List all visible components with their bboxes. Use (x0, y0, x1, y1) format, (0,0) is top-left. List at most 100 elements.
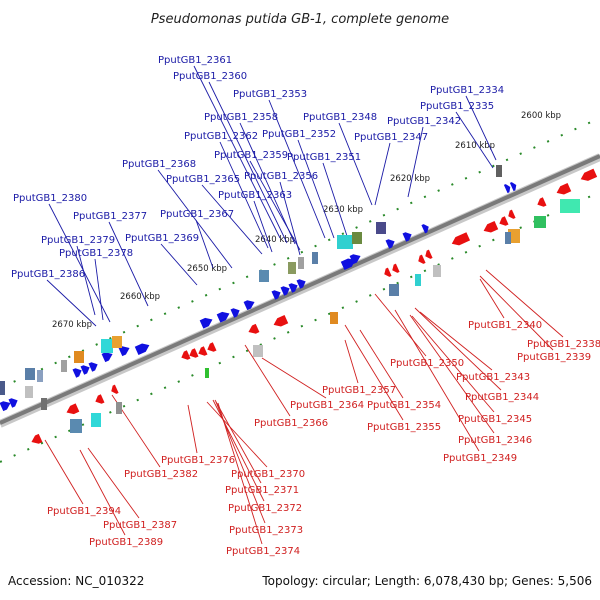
reverse-gene-label[interactable]: PputGB1_2344 (465, 392, 539, 403)
feature-box[interactable] (389, 284, 399, 296)
forward-gene-label[interactable]: PputGB1_2369 (125, 233, 199, 244)
reverse-gene-label[interactable]: PputGB1_2340 (468, 320, 542, 331)
reverse-gene-label[interactable]: PputGB1_2374 (226, 546, 300, 557)
reverse-gene-label[interactable]: PputGB1_2387 (103, 520, 177, 531)
reverse-gene-arrow[interactable] (206, 342, 217, 353)
forward-gene-label[interactable]: PputGB1_2353 (233, 89, 307, 100)
forward-gene-arrow[interactable] (349, 252, 363, 265)
feature-box[interactable] (0, 381, 5, 395)
forward-gene-arrow[interactable] (230, 306, 242, 318)
forward-gene-arrow[interactable] (288, 281, 300, 293)
reverse-gene-label[interactable]: PputGB1_2357 (322, 385, 396, 396)
feature-box[interactable] (259, 270, 269, 282)
forward-gene-arrow[interactable] (0, 399, 12, 412)
forward-gene-arrow[interactable] (80, 363, 92, 375)
reverse-gene-arrow[interactable] (188, 348, 199, 359)
forward-gene-arrow[interactable] (199, 315, 215, 329)
forward-gene-label[interactable]: PputGB1_2361 (158, 55, 232, 66)
reverse-gene-arrow[interactable] (555, 183, 572, 197)
reverse-gene-arrow[interactable] (450, 232, 471, 248)
reverse-gene-arrow[interactable] (94, 394, 105, 405)
reverse-gene-label[interactable]: PputGB1_2354 (367, 400, 441, 411)
reverse-gene-arrow[interactable] (579, 168, 598, 184)
feature-box[interactable] (37, 370, 43, 382)
forward-gene-label[interactable]: PputGB1_2363 (218, 190, 292, 201)
forward-gene-arrow[interactable] (385, 237, 397, 249)
forward-gene-arrow[interactable] (503, 183, 512, 194)
reverse-gene-arrow[interactable] (272, 315, 289, 329)
feature-box[interactable] (205, 368, 209, 378)
reverse-gene-label[interactable]: PputGB1_2364 (290, 400, 364, 411)
feature-box[interactable] (91, 413, 101, 427)
forward-gene-label[interactable]: PputGB1_2367 (160, 209, 234, 220)
feature-box[interactable] (253, 345, 263, 357)
reverse-gene-label[interactable]: PputGB1_2346 (458, 435, 532, 446)
forward-gene-label[interactable]: PputGB1_2351 (287, 152, 361, 163)
reverse-gene-label[interactable]: PputGB1_2371 (225, 485, 299, 496)
forward-gene-label[interactable]: PputGB1_2342 (387, 116, 461, 127)
forward-gene-arrow[interactable] (509, 181, 518, 192)
reverse-gene-arrow[interactable] (109, 384, 119, 396)
forward-gene-label[interactable]: PputGB1_2368 (122, 159, 196, 170)
reverse-gene-label[interactable]: PputGB1_2355 (367, 422, 441, 433)
forward-gene-label[interactable]: PputGB1_2380 (13, 193, 87, 204)
reverse-gene-label[interactable]: PputGB1_2343 (456, 372, 530, 383)
reverse-gene-arrow[interactable] (506, 209, 516, 221)
reverse-gene-label[interactable]: PputGB1_2366 (254, 418, 328, 429)
forward-gene-arrow[interactable] (280, 284, 292, 296)
forward-gene-label[interactable]: PputGB1_2360 (173, 71, 247, 82)
reverse-gene-label[interactable]: PputGB1_2394 (47, 506, 121, 517)
forward-gene-arrow[interactable] (8, 396, 20, 408)
reverse-gene-label[interactable]: PputGB1_2376 (161, 455, 235, 466)
reverse-gene-label[interactable]: PputGB1_2339 (517, 352, 591, 363)
feature-box[interactable] (101, 339, 113, 353)
reverse-gene-arrow[interactable] (498, 216, 509, 227)
forward-gene-arrow[interactable] (340, 256, 357, 270)
feature-box[interactable] (116, 402, 122, 414)
forward-gene-arrow[interactable] (134, 341, 151, 355)
forward-gene-label[interactable]: PputGB1_2335 (420, 101, 494, 112)
reverse-gene-label[interactable]: PputGB1_2370 (231, 469, 305, 480)
forward-gene-arrow[interactable] (118, 344, 132, 357)
reverse-gene-label[interactable]: PputGB1_2373 (229, 525, 303, 536)
feature-box[interactable] (376, 222, 386, 234)
feature-box[interactable] (337, 235, 353, 249)
reverse-gene-label[interactable]: PputGB1_2389 (89, 537, 163, 548)
forward-gene-label[interactable]: PputGB1_2359 (214, 150, 288, 161)
forward-gene-arrow[interactable] (243, 298, 257, 311)
reverse-gene-label[interactable]: PputGB1_2349 (443, 453, 517, 464)
forward-gene-arrow[interactable] (88, 360, 100, 372)
forward-gene-arrow[interactable] (72, 366, 84, 378)
reverse-gene-arrow[interactable] (416, 254, 426, 266)
forward-gene-label[interactable]: PputGB1_2377 (73, 211, 147, 222)
feature-box[interactable] (312, 252, 318, 264)
forward-gene-label[interactable]: PputGB1_2379 (41, 235, 115, 246)
feature-box[interactable] (25, 368, 35, 380)
forward-gene-arrow[interactable] (216, 309, 232, 323)
feature-box[interactable] (41, 398, 47, 410)
reverse-gene-label[interactable]: PputGB1_2382 (124, 469, 198, 480)
reverse-gene-arrow[interactable] (482, 221, 499, 235)
reverse-gene-arrow[interactable] (197, 346, 208, 357)
feature-box[interactable] (25, 386, 33, 398)
reverse-gene-label[interactable]: PputGB1_2338 (527, 339, 600, 350)
reverse-gene-arrow[interactable] (423, 249, 433, 261)
reverse-gene-label[interactable]: PputGB1_2372 (228, 503, 302, 514)
reverse-gene-arrow[interactable] (180, 350, 191, 361)
forward-gene-label[interactable]: PputGB1_2358 (204, 112, 278, 123)
forward-gene-label[interactable]: PputGB1_2365 (166, 174, 240, 185)
reverse-gene-arrow[interactable] (382, 267, 392, 279)
forward-gene-label[interactable]: PputGB1_2348 (303, 112, 377, 123)
forward-gene-arrow[interactable] (402, 230, 414, 242)
reverse-gene-arrow[interactable] (390, 263, 400, 275)
feature-box[interactable] (352, 232, 362, 244)
reverse-gene-label[interactable]: PputGB1_2345 (458, 414, 532, 425)
forward-gene-arrow[interactable] (271, 288, 283, 300)
forward-gene-label[interactable]: PputGB1_2334 (430, 85, 504, 96)
feature-box[interactable] (330, 312, 338, 324)
reverse-gene-arrow[interactable] (247, 323, 260, 336)
forward-gene-label[interactable]: PputGB1_2386 (11, 269, 85, 280)
forward-gene-label[interactable]: PputGB1_2362 (184, 131, 258, 142)
feature-box[interactable] (298, 257, 304, 269)
forward-gene-label[interactable]: PputGB1_2356 (244, 171, 318, 182)
